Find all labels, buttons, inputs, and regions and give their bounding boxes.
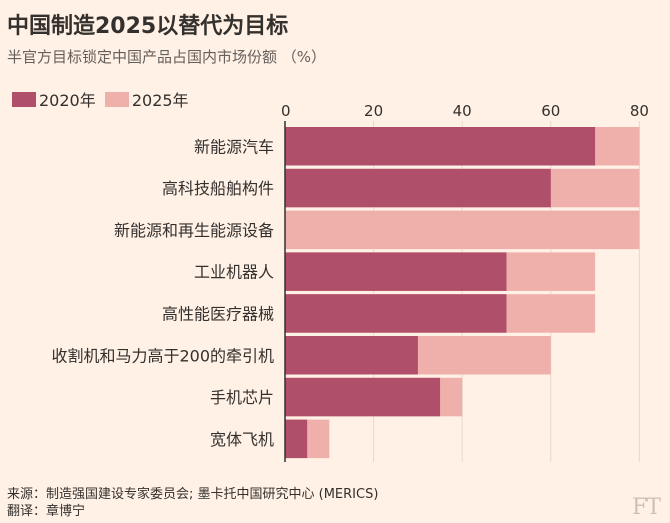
legend: 2020年 2025年 bbox=[12, 87, 193, 110]
legend-swatch-2025 bbox=[104, 91, 129, 107]
category-label-4: 高性能医疗器械 bbox=[162, 304, 274, 323]
bar-2020-0 bbox=[285, 127, 596, 166]
bar-2020-4 bbox=[285, 294, 507, 333]
x-tick-label-60: 60 bbox=[541, 102, 560, 120]
category-label-7: 宽体飞机 bbox=[210, 430, 274, 449]
legend-swatch-2020 bbox=[12, 91, 36, 107]
category-label-5: 收割机和马力高于200的牵引机 bbox=[51, 346, 274, 365]
legend-item-2025: 2025年 bbox=[104, 87, 189, 111]
ft-logo: FT bbox=[632, 495, 661, 520]
category-label-2: 新能源和再生能源设备 bbox=[114, 221, 274, 240]
bar-2020-5 bbox=[285, 336, 418, 375]
source-note: 来源：制造强国建设专家委员会; 墨卡托中国研究中心 (MERICS) 翻译：章博… bbox=[7, 486, 378, 520]
category-label-1: 高科技船舶构件 bbox=[162, 179, 274, 198]
bar-2020-1 bbox=[285, 168, 551, 208]
x-tick-label-80: 80 bbox=[630, 102, 649, 120]
category-label-0: 新能源汽车 bbox=[194, 137, 274, 156]
bar-2020-7 bbox=[285, 419, 308, 459]
bar-2020-3 bbox=[285, 252, 507, 291]
source-line: 来源：制造强国建设专家委员会; 墨卡托中国研究中心 (MERICS) bbox=[7, 487, 379, 502]
translator-line: 翻译：章博宁 bbox=[7, 504, 86, 519]
bar-chart: 0 20 40 60 80 新能源汽车高科技船舶构件新能源和再生能源设备工业机器人高性能医… bbox=[51, 102, 649, 462]
category-label-6: 手机芯片 bbox=[210, 388, 274, 407]
x-tick-label-20: 20 bbox=[364, 102, 383, 120]
legend-label-2025: 2025年 bbox=[131, 91, 189, 110]
bar-2020-6 bbox=[285, 377, 441, 417]
category-label-3: 工业机器人 bbox=[194, 263, 274, 282]
legend-label-2020: 2020年 bbox=[39, 91, 96, 110]
bar-2025-2 bbox=[285, 210, 640, 250]
legend-item-2020: 2020年 bbox=[12, 87, 96, 111]
x-tick-label-40: 40 bbox=[453, 102, 472, 120]
x-tick-label-0: 0 bbox=[281, 102, 291, 120]
chart-subtitle: 半官方目标锁定中国产品占国内市场份额 （%） bbox=[7, 48, 327, 66]
chart-title: 中国制造2025以替代为目标 bbox=[7, 14, 289, 39]
